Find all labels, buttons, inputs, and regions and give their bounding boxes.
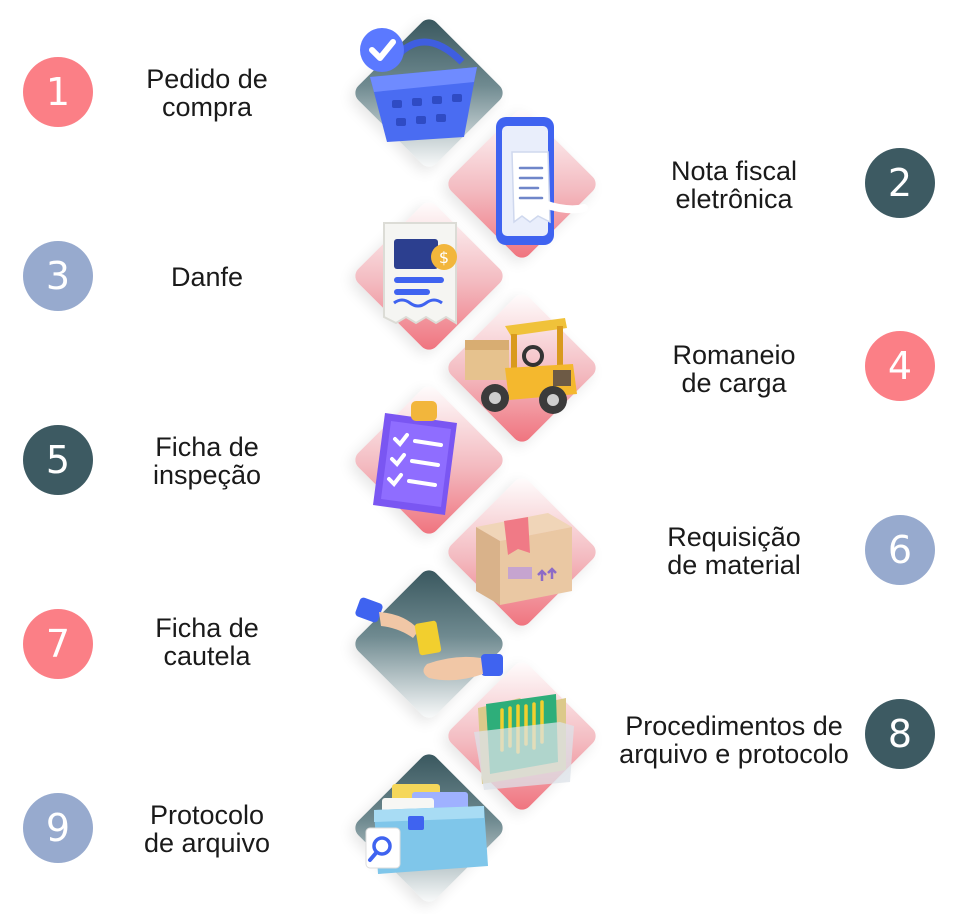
file-drawer-search-icon — [365, 784, 488, 874]
step-4-number: 4 — [865, 331, 935, 401]
step-6-label: Requisição de material — [667, 522, 801, 580]
step-2-number: 2 — [865, 148, 935, 218]
step-5-label: Ficha de inspeção — [152, 432, 262, 490]
step-1-label: Pedido de compra — [146, 64, 268, 122]
step-9-label: Protocolo de arquivo — [143, 800, 271, 858]
step-5-number: 5 — [23, 425, 93, 495]
svg-text:$: $ — [439, 248, 449, 267]
step-7-label: Ficha de cautela — [155, 613, 259, 671]
step-3-number: 3 — [23, 241, 93, 311]
step-6-number: 6 — [865, 515, 935, 585]
forklift-icon — [465, 318, 577, 414]
shopping-basket-icon — [360, 28, 477, 142]
step-4-label: Romaneio de carga — [672, 340, 796, 398]
clipboard-checklist-icon — [373, 401, 457, 515]
step-8-number: 8 — [865, 699, 935, 769]
folder-documents-icon — [474, 694, 574, 790]
step-9-number: 9 — [23, 793, 93, 863]
step-3-label: Danfe — [170, 262, 244, 292]
invoice-document-icon: $ — [383, 222, 457, 325]
step-8-label: Procedimentos de arquivo e protocolo — [619, 711, 849, 769]
smartphone-receipt-icon — [496, 117, 588, 245]
step-2-label: Nota fiscal eletrônica — [670, 156, 798, 214]
step-1-number: 1 — [23, 57, 93, 127]
cardboard-box-icon — [476, 513, 572, 605]
step-7-number: 7 — [23, 609, 93, 679]
hands-exchange-card-icon — [355, 597, 503, 681]
